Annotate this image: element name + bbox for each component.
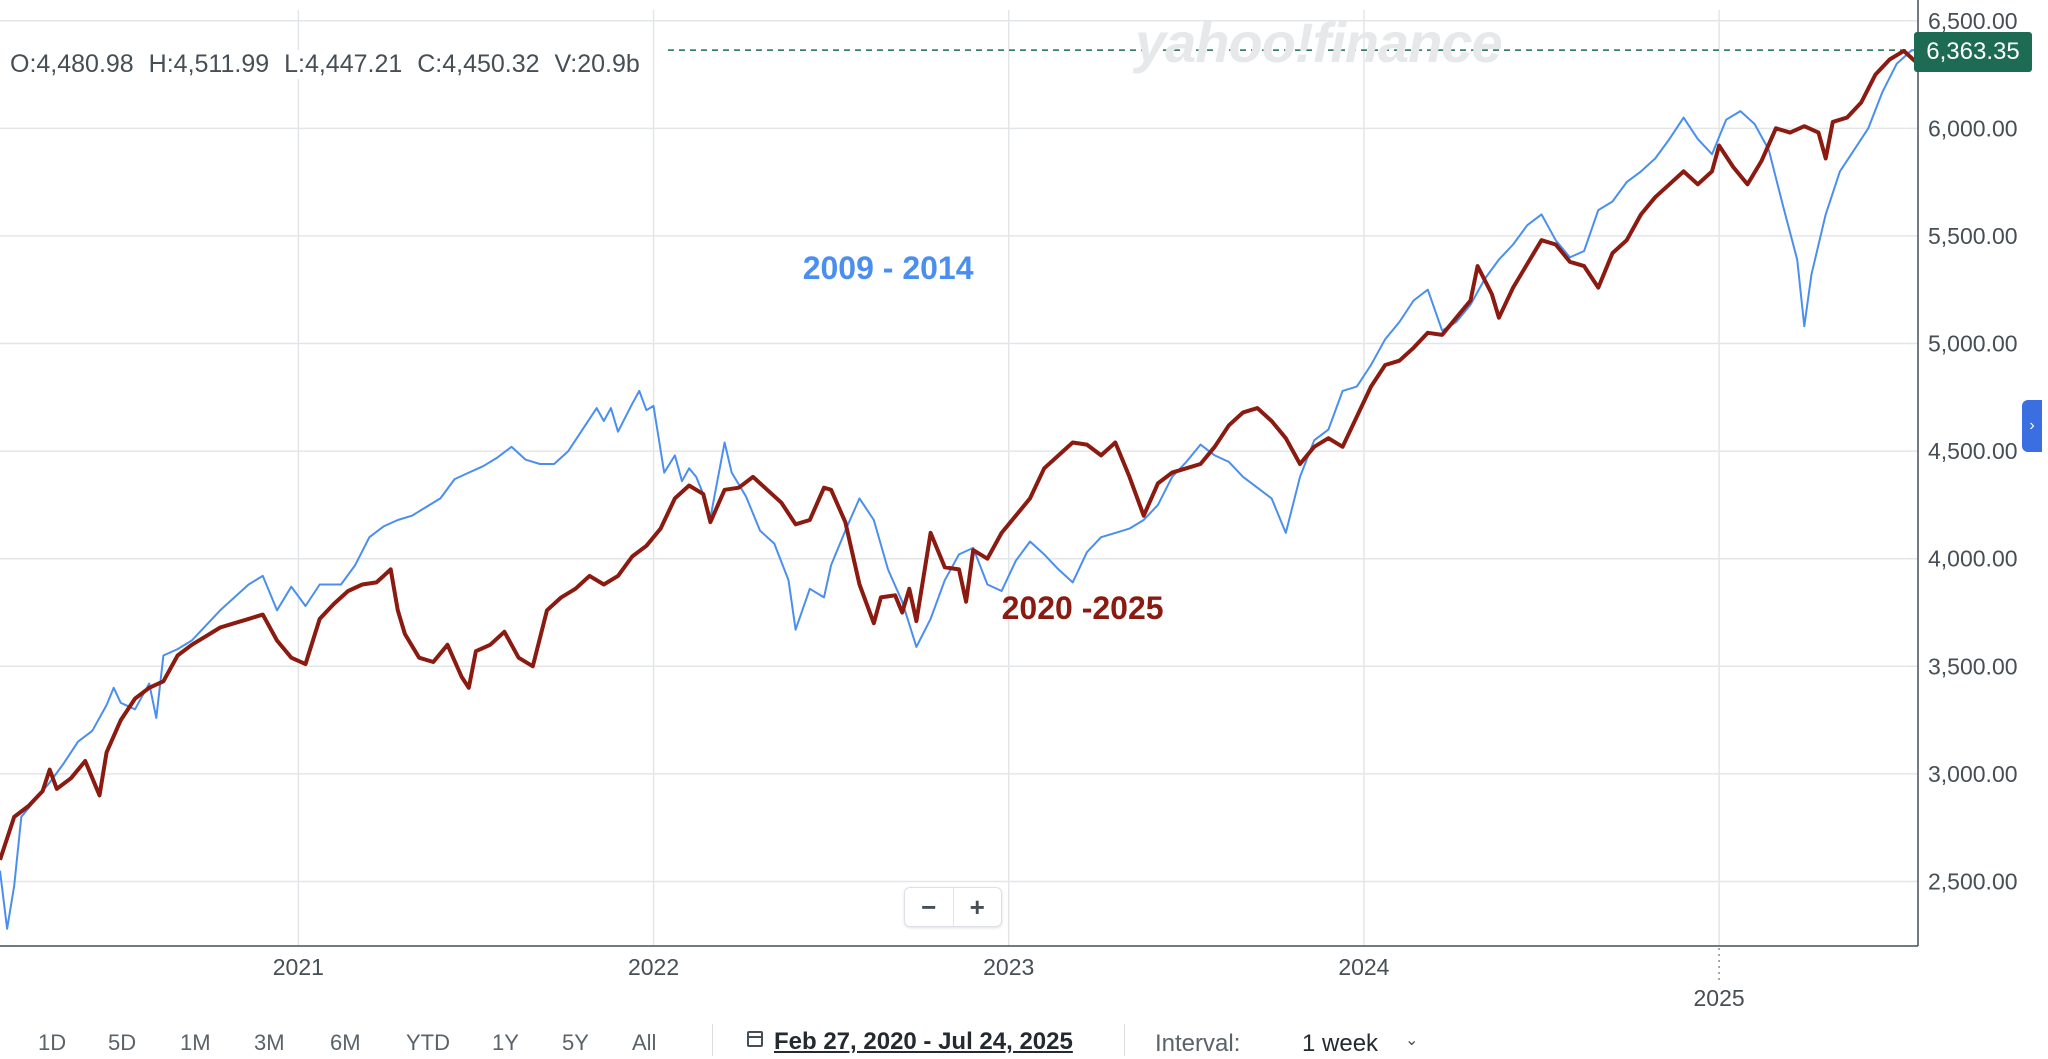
zoom-control: − + bbox=[904, 887, 1002, 927]
chevron-down-icon[interactable]: ⌄ bbox=[1405, 1032, 1419, 1049]
x-tick-label: 2024 bbox=[1338, 954, 1389, 980]
y-tick-label: 6,000.00 bbox=[1928, 115, 2018, 141]
current-price-badge: 6,363.35 bbox=[1914, 32, 2032, 72]
annotation-2009-2014: 2009 - 2014 bbox=[803, 250, 974, 286]
series-line-blue bbox=[0, 47, 1919, 930]
range-button-6m[interactable]: 6M bbox=[330, 1030, 361, 1055]
yahoo-finance-watermark: yahoo!finance bbox=[1135, 11, 1503, 74]
y-tick-label: 5,500.00 bbox=[1928, 223, 2018, 249]
range-button-all[interactable]: All bbox=[632, 1030, 657, 1055]
y-tick-label: 4,000.00 bbox=[1928, 546, 2018, 572]
x-tick-label: 2022 bbox=[628, 954, 679, 980]
zoom-in-button[interactable]: + bbox=[952, 888, 1002, 926]
low-value: L:4,447.21 bbox=[284, 50, 403, 78]
range-button-1d[interactable]: 1D bbox=[38, 1030, 67, 1055]
x-tick-label: 2025 bbox=[1694, 985, 1745, 1010]
open-value: O:4,480.98 bbox=[10, 50, 134, 78]
series-line-red bbox=[0, 48, 1920, 861]
close-value: C:4,450.32 bbox=[417, 50, 540, 78]
chevron-right-icon: › bbox=[2029, 417, 2035, 434]
expand-panel-tab[interactable]: › bbox=[2022, 400, 2042, 452]
interval-label: Interval: bbox=[1155, 1030, 1241, 1057]
divider bbox=[712, 1024, 713, 1056]
ohlc-readout: O:4,480.98 H:4,511.99 L:4,447.21 C:4,450… bbox=[10, 50, 640, 79]
y-tick-label: 3,000.00 bbox=[1928, 761, 2018, 787]
interval-select[interactable]: 1 week bbox=[1302, 1030, 1379, 1057]
volume-value: V:20.9b bbox=[554, 50, 640, 78]
range-button-5y[interactable]: 5Y bbox=[562, 1030, 589, 1055]
range-button-5d[interactable]: 5D bbox=[108, 1030, 137, 1055]
high-value: H:4,511.99 bbox=[148, 50, 270, 78]
y-tick-label: 5,000.00 bbox=[1928, 331, 2018, 357]
x-tick-label: 2021 bbox=[273, 954, 324, 980]
x-tick-label: 2023 bbox=[983, 954, 1034, 980]
y-tick-label: 4,500.00 bbox=[1928, 438, 2018, 464]
range-button-3m[interactable]: 3M bbox=[254, 1030, 285, 1055]
y-tick-label: 3,500.00 bbox=[1928, 653, 2018, 679]
date-range-picker[interactable]: Feb 27, 2020 - Jul 24, 2025 bbox=[774, 1028, 1073, 1055]
calendar-icon bbox=[747, 1031, 763, 1047]
annotation-2020-2025: 2020 -2025 bbox=[1002, 590, 1164, 626]
range-button-ytd[interactable]: YTD bbox=[406, 1030, 450, 1055]
y-tick-label: 2,500.00 bbox=[1928, 868, 2018, 894]
chart-toolbar: 1D 5D 1M 3M 6M YTD 1Y 5Y All Feb 27, 202… bbox=[0, 1020, 2048, 1059]
range-button-1y[interactable]: 1Y bbox=[492, 1030, 519, 1055]
range-button-1m[interactable]: 1M bbox=[180, 1030, 211, 1055]
chart-area[interactable]: 2,500.00 3,000.00 3,500.00 4,000.00 4,500.00… bbox=[0, 0, 2048, 1010]
zoom-out-button[interactable]: − bbox=[921, 892, 937, 922]
divider bbox=[1124, 1024, 1125, 1056]
y-tick-label: 6,500.00 bbox=[1928, 8, 2018, 34]
stock-comparison-chart[interactable]: 2,500.00 3,000.00 3,500.00 4,000.00 4,500.00… bbox=[0, 0, 2048, 1010]
